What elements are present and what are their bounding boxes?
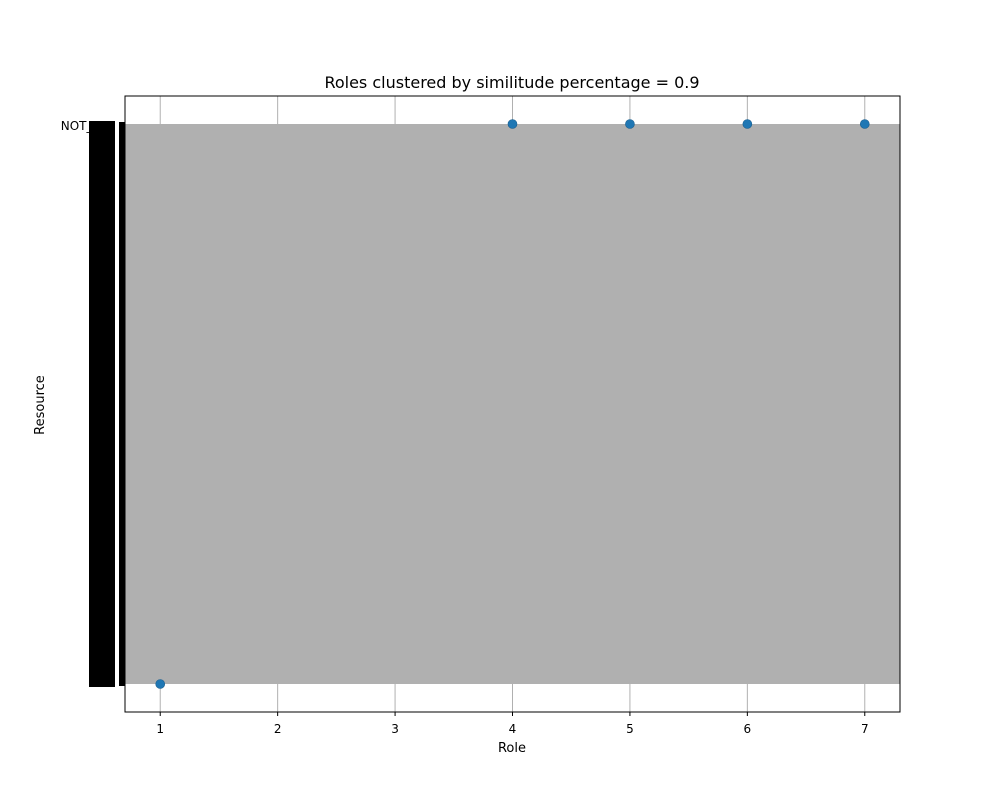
data-points xyxy=(155,119,870,689)
data-point xyxy=(859,119,870,129)
x-tick-label: 1 xyxy=(156,722,164,736)
x-axis-ticks: 1 2 3 4 5 6 7 xyxy=(156,712,869,736)
x-tick-label: 2 xyxy=(274,722,282,736)
y-axis-label: Resource xyxy=(33,375,48,435)
y-tick-labels-overlap xyxy=(89,121,115,687)
chart-title: Roles clustered by similitude percentage… xyxy=(324,73,699,92)
dense-gridline-band xyxy=(125,124,900,684)
data-point xyxy=(155,679,166,689)
data-point xyxy=(742,119,753,129)
x-axis-label: Role xyxy=(498,741,526,756)
y-axis-ticks xyxy=(89,121,125,687)
x-tick-label: 5 xyxy=(626,722,634,736)
x-tick-label: 6 xyxy=(744,722,752,736)
x-tick-label: 3 xyxy=(391,722,399,736)
y-tick-labels-overlap xyxy=(119,122,125,686)
data-point xyxy=(507,119,518,129)
y-top-tick-label: NOT_SET xyxy=(61,119,116,133)
x-tick-label: 4 xyxy=(509,722,517,736)
x-tick-label: 7 xyxy=(861,722,869,736)
data-point xyxy=(625,119,635,129)
